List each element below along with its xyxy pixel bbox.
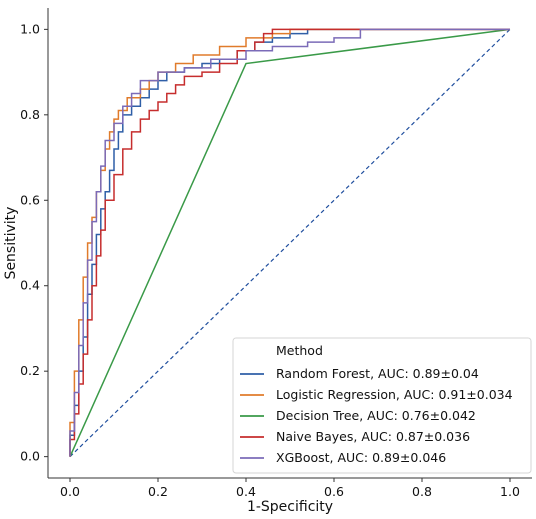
y-tick-label: 0.4 xyxy=(20,278,40,293)
roc-series-line-3 xyxy=(69,28,511,457)
x-tick-label: 0.2 xyxy=(148,484,168,499)
legend-entry-2: Logistic Regression, AUC: 0.91±0.034 xyxy=(276,387,513,402)
legend-entry-3: Decision Tree, AUC: 0.76±0.042 xyxy=(276,408,476,423)
y-tick-label: 0.0 xyxy=(20,449,40,464)
legend-entry-4: Naive Bayes, AUC: 0.87±0.036 xyxy=(276,429,470,444)
x-tick-label: 0.4 xyxy=(236,484,256,499)
ticks-group: 0.0 0.2 0.4 0.6 0.8 1.0 0.0 0.2 0.4 0.6 0.8 1.0 xyxy=(20,21,520,499)
chance-diagonal-line xyxy=(69,28,511,458)
y-axis-label: Sensitivity xyxy=(3,207,19,280)
y-tick-label: 1.0 xyxy=(20,21,40,36)
chart-axes xyxy=(47,8,532,479)
legend-entry-1: Random Forest, AUC: 0.89±0.04 xyxy=(276,366,479,381)
series-lines-group xyxy=(69,28,511,457)
y-tick-label: 0.8 xyxy=(20,107,40,122)
legend-box xyxy=(232,337,532,474)
x-tick-label: 0.8 xyxy=(412,484,432,499)
legend: Method Random Forest, AUC: 0.89±0.04 Logi… xyxy=(232,337,532,474)
x-tick-label: 0.6 xyxy=(324,484,344,499)
roc-series-line-5 xyxy=(69,28,510,457)
x-tick-label: 0.0 xyxy=(60,484,80,499)
roc-series-line-2 xyxy=(69,28,510,457)
legend-entry-5: XGBoost, AUC: 0.89±0.046 xyxy=(276,450,446,465)
legend-title: Method xyxy=(276,343,323,358)
x-tick-label: 1.0 xyxy=(500,484,520,499)
y-tick-label: 0.2 xyxy=(20,363,40,378)
roc-series-line-4 xyxy=(69,28,510,457)
y-tick-label: 0.6 xyxy=(20,192,40,207)
x-axis-label: 1-Specificity xyxy=(247,499,333,515)
reference-line-group xyxy=(69,28,511,458)
